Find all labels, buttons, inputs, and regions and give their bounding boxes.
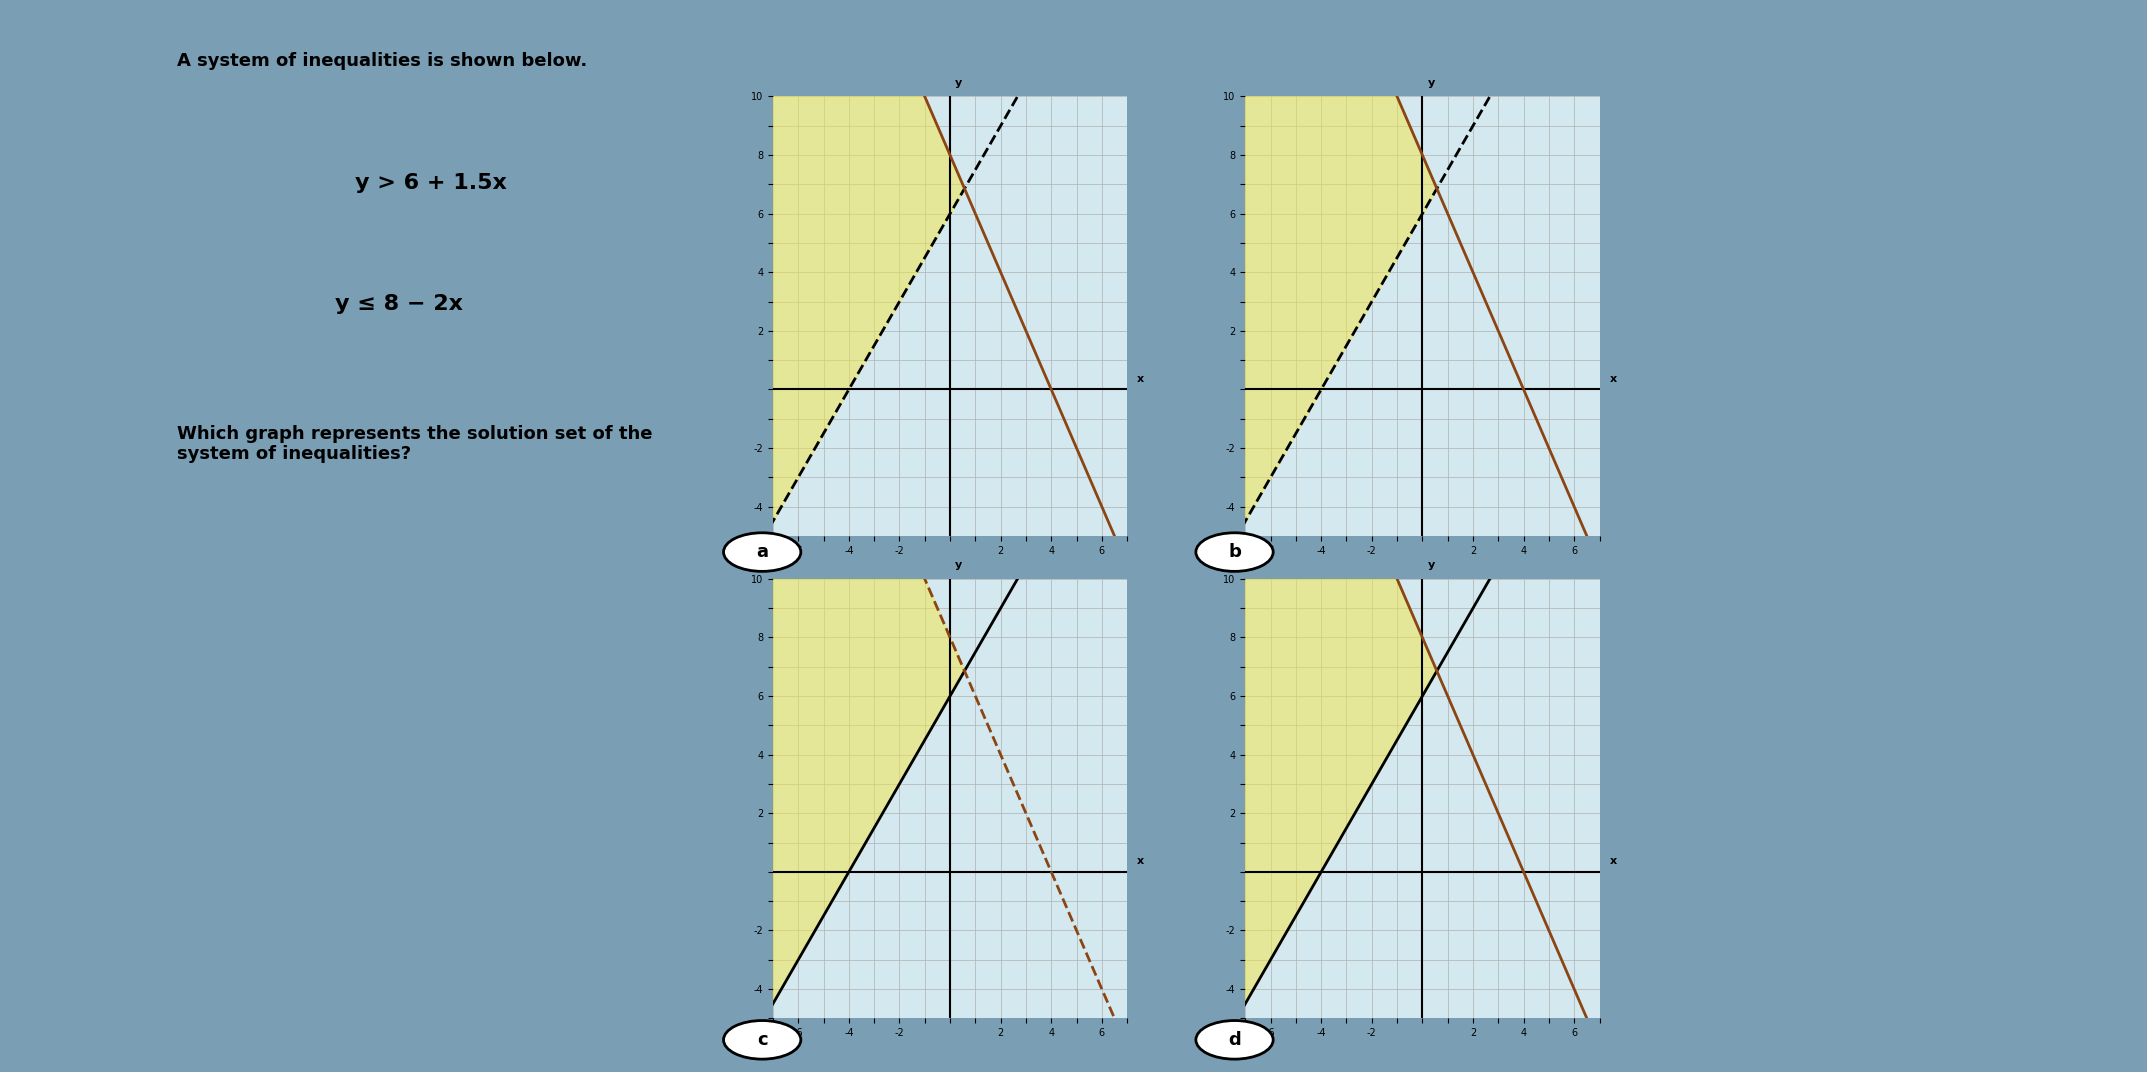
Text: x: x: [1138, 857, 1144, 866]
Text: d: d: [1228, 1031, 1241, 1048]
Text: c: c: [758, 1031, 766, 1048]
Text: y: y: [1428, 77, 1434, 88]
Text: A system of inequalities is shown below.: A system of inequalities is shown below.: [176, 51, 586, 70]
Text: y ≤ 8 − 2x: y ≤ 8 − 2x: [335, 294, 464, 313]
Text: b: b: [1228, 544, 1241, 561]
Text: a: a: [756, 544, 769, 561]
Text: y > 6 + 1.5x: y > 6 + 1.5x: [356, 173, 507, 193]
Text: y: y: [955, 77, 962, 88]
Text: y: y: [955, 560, 962, 570]
Text: x: x: [1138, 374, 1144, 384]
Text: Which graph represents the solution set of the
system of inequalities?: Which graph represents the solution set …: [176, 425, 653, 463]
Text: x: x: [1610, 374, 1617, 384]
Text: y: y: [1428, 560, 1434, 570]
Text: x: x: [1610, 857, 1617, 866]
